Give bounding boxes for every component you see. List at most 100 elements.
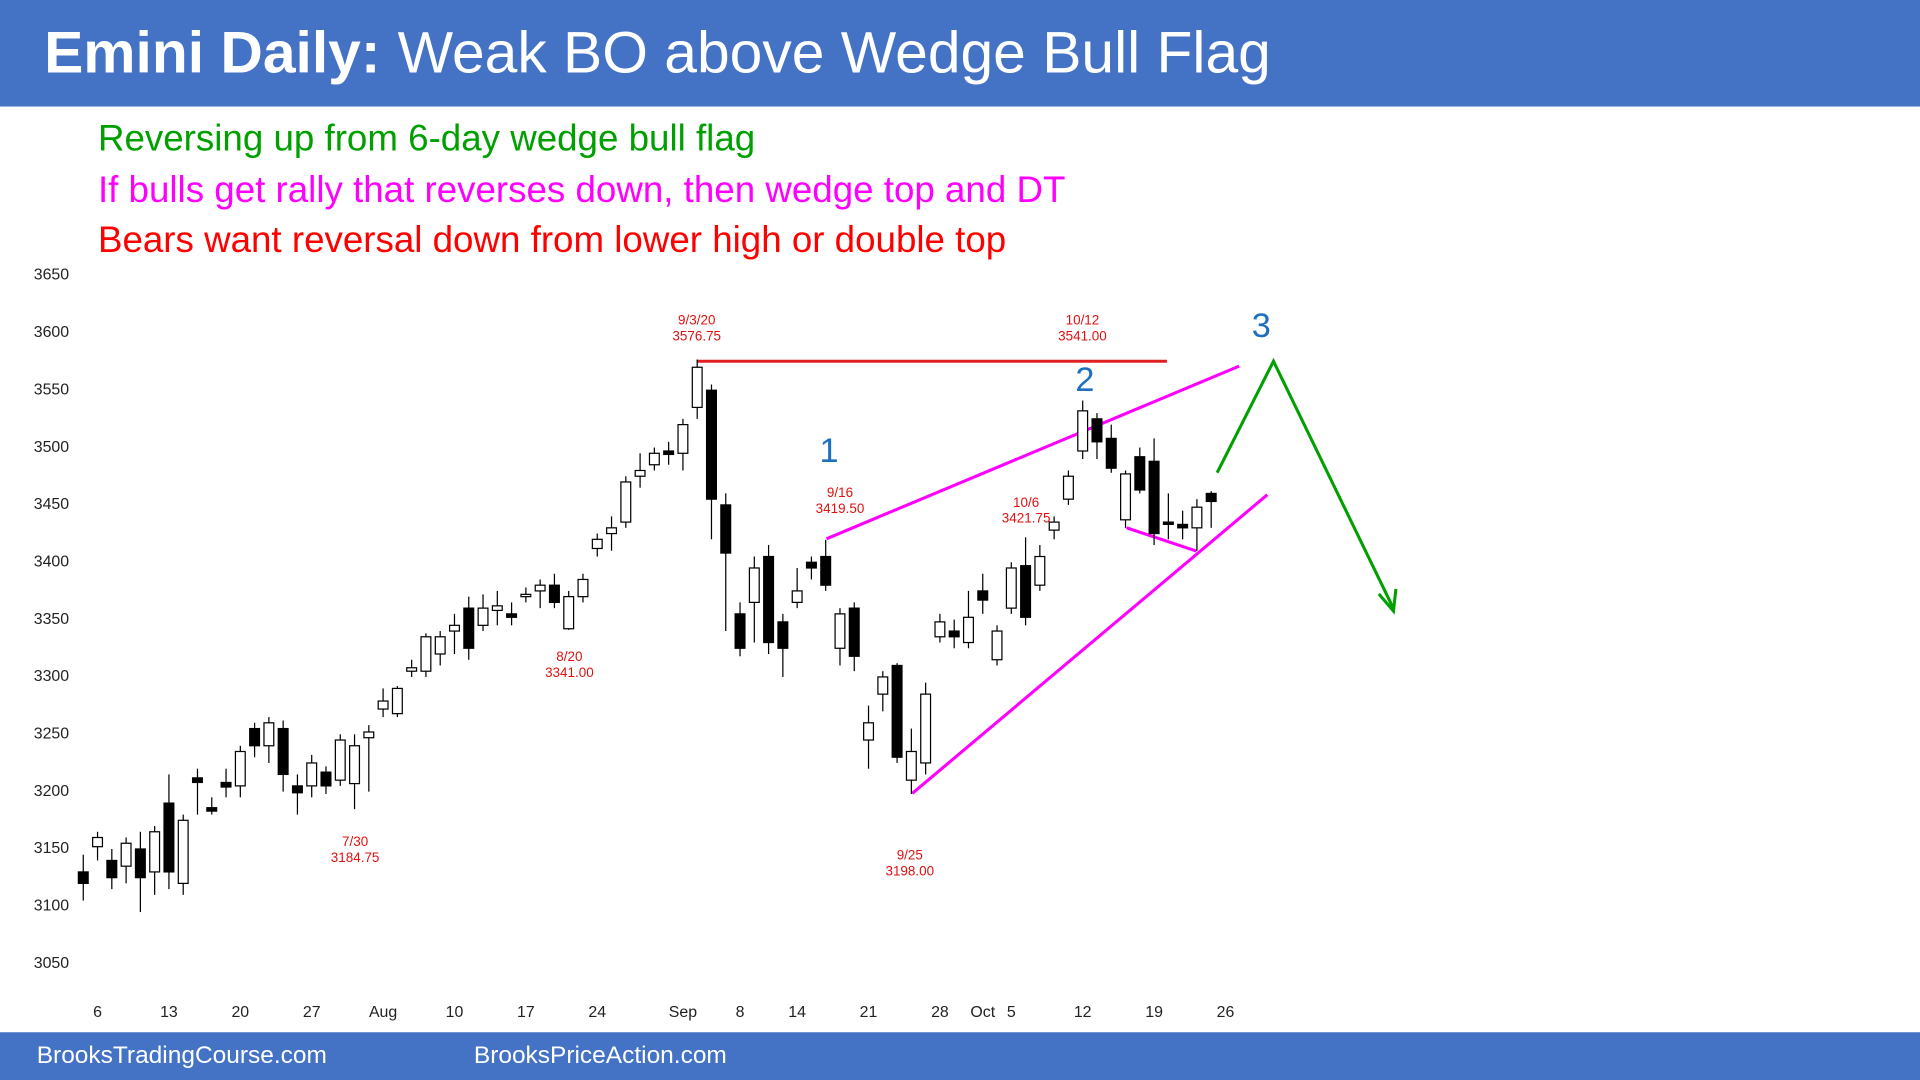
candle-body [163, 802, 175, 873]
y-tick-label: 3200 [34, 783, 70, 800]
annotation-price: 3541.00 [1058, 328, 1107, 343]
candle-body [291, 785, 303, 794]
candle-body [548, 584, 560, 603]
annotation-date: 9/16 [827, 485, 853, 500]
projection-arrow [1215, 357, 1395, 610]
candle-body [777, 621, 789, 649]
candle-body [834, 613, 846, 649]
annotation-date: 10/6 [1013, 495, 1039, 510]
candle-body [448, 624, 460, 632]
candle-body [120, 842, 132, 867]
candle-body [320, 771, 332, 787]
candle-body [234, 750, 246, 787]
y-tick-label: 3150 [34, 840, 70, 857]
candle-body [463, 607, 475, 649]
candle-body [677, 423, 689, 454]
candle-body [191, 777, 203, 784]
candle-body [434, 636, 446, 655]
chart-title: Emini Daily: [44, 20, 380, 85]
candle-body [1162, 521, 1174, 526]
candle-body [577, 578, 589, 598]
candle-body [763, 555, 775, 644]
candle-body [220, 781, 232, 788]
x-tick-label: 13 [160, 1004, 178, 1021]
y-tick-label: 3550 [34, 381, 70, 398]
candle-body [962, 616, 974, 644]
candle-body [1148, 460, 1160, 535]
x-tick-label: 10 [446, 1004, 464, 1021]
candle-body [1105, 437, 1117, 469]
x-tick-label: 14 [788, 1004, 806, 1021]
x-tick-label: Aug [369, 1004, 397, 1021]
candle-body [563, 596, 575, 630]
candle-body [1177, 523, 1189, 529]
candle-body [1005, 567, 1017, 609]
candle-body [905, 750, 917, 781]
annotation-price: 3576.75 [672, 328, 721, 343]
annotation-price: 3341.00 [545, 665, 594, 680]
candle-body [1048, 521, 1060, 531]
candle-body [263, 722, 275, 747]
x-tick-label: 19 [1145, 1004, 1163, 1021]
candle-body [1091, 418, 1103, 443]
x-tick-label: 17 [517, 1004, 535, 1021]
footer-text: BrooksTradingCourse.com [37, 1042, 327, 1069]
candle-body [991, 630, 1003, 661]
candle-body [92, 836, 104, 848]
candle-body [648, 452, 660, 466]
wave-label: 2 [1075, 361, 1094, 399]
candle-body [877, 676, 889, 695]
x-tick-label: Oct [970, 1004, 995, 1021]
candle-body [277, 727, 289, 776]
candle-body [306, 762, 318, 787]
footer-band [0, 1032, 1920, 1080]
drawings [696, 357, 1398, 795]
candle-body [520, 593, 532, 598]
candle-body [106, 859, 118, 879]
candle-body [977, 590, 989, 601]
header-band [0, 0, 1920, 107]
title-line: Emini Daily: Weak BO above Wedge Bull Fla… [44, 20, 1271, 85]
x-tick-label: 8 [736, 1004, 745, 1021]
y-tick-label: 3050 [34, 955, 70, 972]
candle-body [1191, 506, 1203, 529]
candle-body [506, 613, 518, 618]
candle-body [420, 636, 432, 672]
wedge-upper-line [825, 364, 1240, 541]
y-tick-label: 3250 [34, 725, 70, 742]
candle-body [805, 561, 817, 569]
y-tick-label: 3350 [34, 611, 70, 628]
candle-body [820, 555, 832, 586]
candle-body [477, 607, 489, 626]
candle-body [1062, 475, 1074, 500]
x-tick-label: 6 [93, 1004, 102, 1021]
note-text: Reversing up from 6-day wedge bull flag [98, 118, 755, 159]
y-tick-label: 3450 [34, 496, 70, 513]
candle-body [891, 664, 903, 758]
y-tick-label: 3300 [34, 668, 70, 685]
candle-body [406, 667, 418, 672]
x-tick-label: 12 [1074, 1004, 1092, 1021]
candle-body [663, 450, 675, 456]
candle-body [391, 687, 403, 715]
x-tick-label: 24 [588, 1004, 606, 1021]
y-tick-label: 3600 [34, 324, 70, 341]
candles [77, 359, 1217, 913]
wave-label: 3 [1252, 307, 1271, 345]
candle-body [534, 584, 546, 592]
annotation-price: 3419.50 [816, 501, 865, 516]
note-text: If bulls get rally that reverses down, t… [98, 169, 1065, 210]
annotation-date: 10/12 [1066, 312, 1100, 327]
candle-body [1077, 410, 1089, 452]
x-tick-label: 26 [1217, 1004, 1235, 1021]
flag-line [1126, 526, 1197, 553]
candle-body [634, 469, 646, 477]
annotation-date: 9/3/20 [678, 312, 715, 327]
y-tick-label: 3500 [34, 439, 70, 456]
candle-body [363, 731, 375, 739]
candle-body [920, 693, 932, 764]
annotation-date: 8/20 [556, 649, 582, 664]
annotation-price: 3198.00 [885, 863, 934, 878]
x-tick-label: 27 [303, 1004, 321, 1021]
